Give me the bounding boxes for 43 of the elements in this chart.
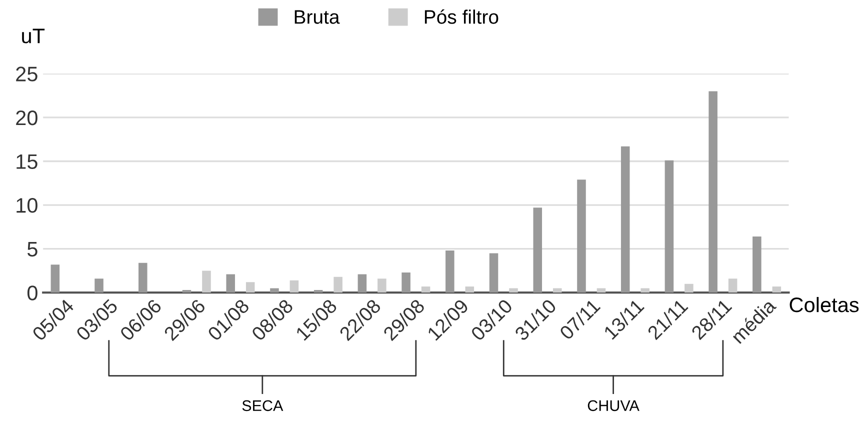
- bar: [489, 253, 498, 293]
- bar: [708, 91, 718, 293]
- legend-label: Pós filtro: [424, 9, 498, 24]
- y-tick-label: 0: [27, 286, 38, 300]
- bar: [620, 146, 630, 293]
- bar: [246, 282, 255, 293]
- bar: [94, 278, 104, 293]
- bar: [358, 274, 367, 293]
- y-axis-title: uT: [22, 28, 45, 44]
- bar: [50, 264, 60, 293]
- bar: [465, 286, 474, 293]
- x-axis-title: Coletas: [790, 296, 859, 312]
- y-tick-label: 5: [27, 242, 38, 257]
- bar: [552, 288, 562, 293]
- bar: [226, 274, 235, 293]
- y-tick-label: 25: [16, 66, 38, 82]
- bar: [728, 278, 738, 293]
- y-tick-label: 15: [16, 154, 38, 169]
- bar: [509, 288, 518, 293]
- bar: [752, 236, 762, 293]
- bar: [270, 288, 279, 293]
- bar: [202, 270, 211, 293]
- bar: [138, 262, 148, 293]
- text: CHUVA: [588, 400, 640, 412]
- bar: [577, 180, 586, 293]
- bar: [640, 288, 650, 293]
- bar: [533, 208, 542, 293]
- text: SECA: [242, 400, 284, 412]
- legend-label: Bruta: [294, 10, 340, 24]
- bar: [772, 286, 782, 293]
- bar: [334, 276, 342, 293]
- bar: [664, 160, 674, 293]
- bar: [402, 272, 410, 293]
- bar: [684, 284, 694, 293]
- bar: [446, 250, 454, 293]
- bar: [596, 288, 606, 293]
- bar: [314, 290, 323, 293]
- bar: [421, 286, 430, 293]
- bar: [290, 280, 299, 293]
- y-tick-label: 20: [16, 110, 38, 126]
- bar: [182, 290, 192, 293]
- bar: [378, 278, 386, 293]
- y-tick-label: 10: [16, 198, 38, 213]
